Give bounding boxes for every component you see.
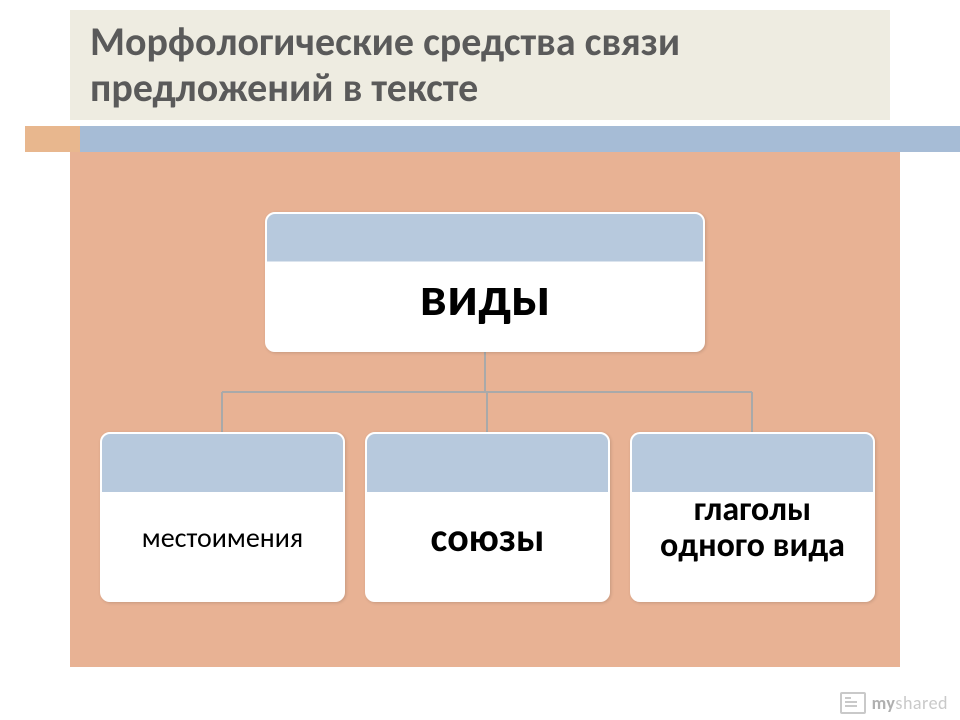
presentation-icon <box>840 692 866 714</box>
watermark-rest: shared <box>895 692 948 714</box>
watermark-brand: my <box>872 692 896 714</box>
accent-blue-bar <box>80 126 960 152</box>
tree-child-label: местоимения <box>102 520 343 555</box>
slide: Морфологические средства связи предложен… <box>0 0 960 720</box>
diagram-area: виды местоимения союзы глаголы одного ви… <box>70 152 900 667</box>
watermark: myshared <box>840 692 948 714</box>
accent-orange-block <box>25 126 80 152</box>
tree-root-label: виды <box>267 263 703 331</box>
slide-title: Морфологические средства связи предложен… <box>90 19 890 111</box>
tree-child-label: союзы <box>367 513 608 562</box>
tree-child-label: глаголы одного вида <box>632 492 873 563</box>
tree-child-node: глаголы одного вида <box>630 432 875 602</box>
tree-root-node: виды <box>265 212 705 352</box>
title-band: Морфологические средства связи предложен… <box>70 10 890 120</box>
tree-child-node: союзы <box>365 432 610 602</box>
tree-child-node: местоимения <box>100 432 345 602</box>
